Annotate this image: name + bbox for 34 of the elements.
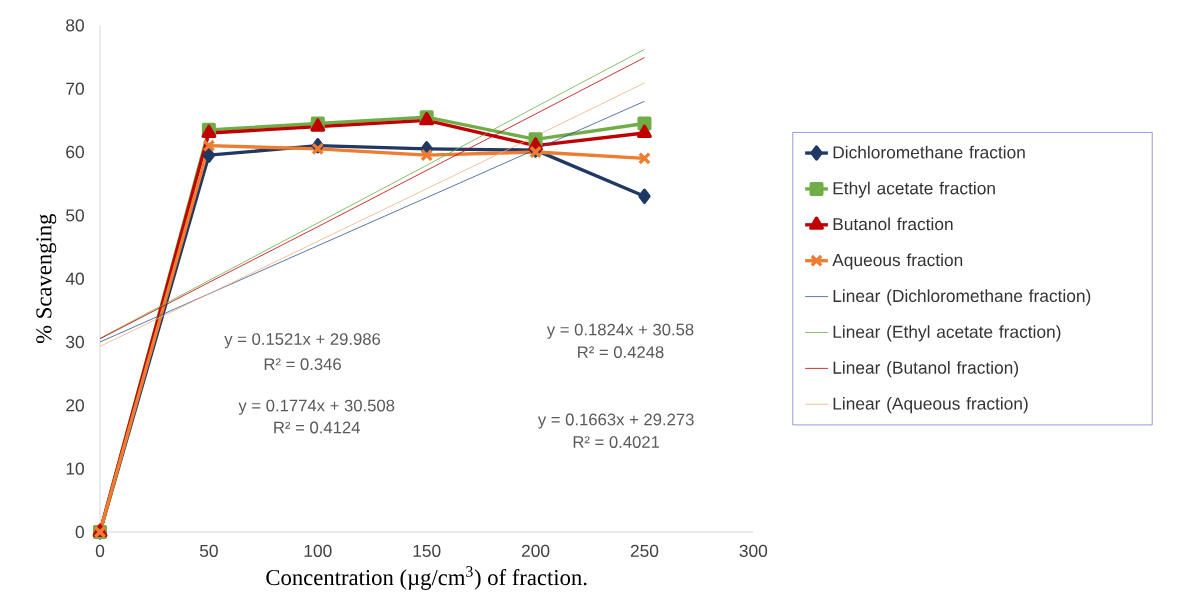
legend-label: Aqueous fraction bbox=[832, 253, 963, 270]
y-tick-label: 30 bbox=[66, 335, 84, 349]
annotation: R² = 0.4248 bbox=[578, 346, 664, 359]
legend-label: Linear (Dichloromethane fraction) bbox=[833, 289, 1091, 306]
annotation: R² = 0.4021 bbox=[573, 436, 660, 448]
legend-label: Linear (Butanol fraction) bbox=[833, 361, 1019, 378]
y-tick-label: 50 bbox=[66, 209, 84, 222]
x-tick-label: 200 bbox=[521, 544, 550, 557]
y-tick-label: 20 bbox=[66, 399, 84, 412]
x-tick-label: 300 bbox=[739, 544, 768, 557]
y-tick-label: 60 bbox=[66, 145, 84, 159]
annotation: R² = 0.346 bbox=[264, 358, 341, 371]
x-tick-label: 150 bbox=[413, 544, 441, 557]
y-tick-label: 10 bbox=[66, 462, 84, 475]
x-tick-label: 50 bbox=[199, 544, 218, 557]
y-tick-label: 80 bbox=[66, 19, 84, 32]
x-tick-label: 250 bbox=[630, 544, 659, 557]
legend-label: Linear (Aqueous fraction) bbox=[833, 397, 1028, 414]
x-tick-label: 0 bbox=[95, 544, 105, 557]
y-tick-label: 40 bbox=[65, 272, 84, 285]
y-axis-title: % Scavenging bbox=[36, 213, 57, 344]
annotation: R² = 0.4124 bbox=[274, 421, 360, 434]
legend-label: Butanol fraction bbox=[833, 217, 953, 231]
x-axis-title: Concentration (µg/cm$^{3}$) of fraction. bbox=[266, 566, 587, 590]
legend-label: Ethyl acetate fraction bbox=[833, 181, 995, 198]
y-tick-label: 0 bbox=[75, 525, 84, 539]
annotation: y = 0.1824x + 30.58 bbox=[546, 323, 694, 339]
annotation: y = 0.1521x + 29.986 bbox=[224, 333, 381, 349]
annotation: y = 0.1774x + 30.508 bbox=[238, 399, 395, 415]
annotation: y = 0.1663x + 29.273 bbox=[537, 413, 694, 429]
legend-label: Linear (Ethyl acetate fraction) bbox=[833, 325, 1061, 342]
y-tick-label: 70 bbox=[66, 82, 84, 95]
legend-label: Dichloromethane fraction bbox=[833, 145, 1025, 159]
x-tick-label: 100 bbox=[304, 544, 332, 557]
